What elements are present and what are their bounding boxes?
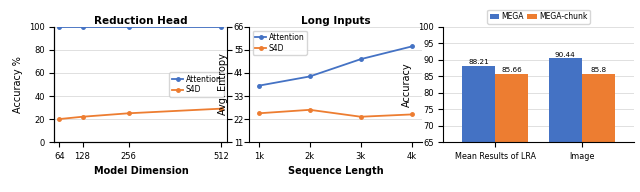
- S4D: [306, 109, 314, 111]
- Title: Long Inputs: Long Inputs: [301, 16, 370, 26]
- S4D: [217, 108, 225, 110]
- Attention: [79, 26, 86, 28]
- Y-axis label: Accuracy %: Accuracy %: [13, 56, 24, 113]
- Bar: [495, 74, 528, 192]
- Text: 90.44: 90.44: [555, 51, 575, 58]
- Attention: [125, 26, 132, 28]
- Attention: [255, 84, 263, 87]
- Text: 85.8: 85.8: [590, 67, 606, 73]
- Legend: Attention, S4D: Attention, S4D: [253, 31, 307, 55]
- Line: Attention: Attention: [257, 45, 413, 87]
- S4D: [357, 116, 365, 118]
- Y-axis label: Accuracy: Accuracy: [403, 62, 412, 107]
- Bar: [462, 66, 495, 192]
- Title: Reduction Head: Reduction Head: [94, 16, 188, 26]
- Attention: [357, 58, 365, 60]
- Line: S4D: S4D: [257, 108, 413, 118]
- Attention: [217, 26, 225, 28]
- Line: Attention: Attention: [58, 25, 223, 29]
- Attention: [408, 45, 415, 48]
- S4D: [255, 112, 263, 114]
- Y-axis label: Avg. Entropy: Avg. Entropy: [218, 54, 228, 115]
- Legend: MEGA, MEGA-chunk: MEGA, MEGA-chunk: [487, 10, 589, 24]
- Bar: [582, 74, 614, 192]
- S4D: [79, 116, 86, 118]
- S4D: [125, 112, 132, 114]
- X-axis label: Model Dimension: Model Dimension: [93, 166, 188, 176]
- Line: S4D: S4D: [58, 107, 223, 121]
- Bar: [549, 58, 582, 192]
- S4D: [56, 118, 63, 120]
- Text: 88.21: 88.21: [468, 59, 489, 65]
- Attention: [56, 26, 63, 28]
- Legend: Attention, S4D: Attention, S4D: [170, 72, 223, 97]
- Attention: [306, 75, 314, 78]
- Text: 85.66: 85.66: [501, 67, 522, 73]
- X-axis label: Sequence Length: Sequence Length: [287, 166, 383, 176]
- S4D: [408, 113, 415, 116]
